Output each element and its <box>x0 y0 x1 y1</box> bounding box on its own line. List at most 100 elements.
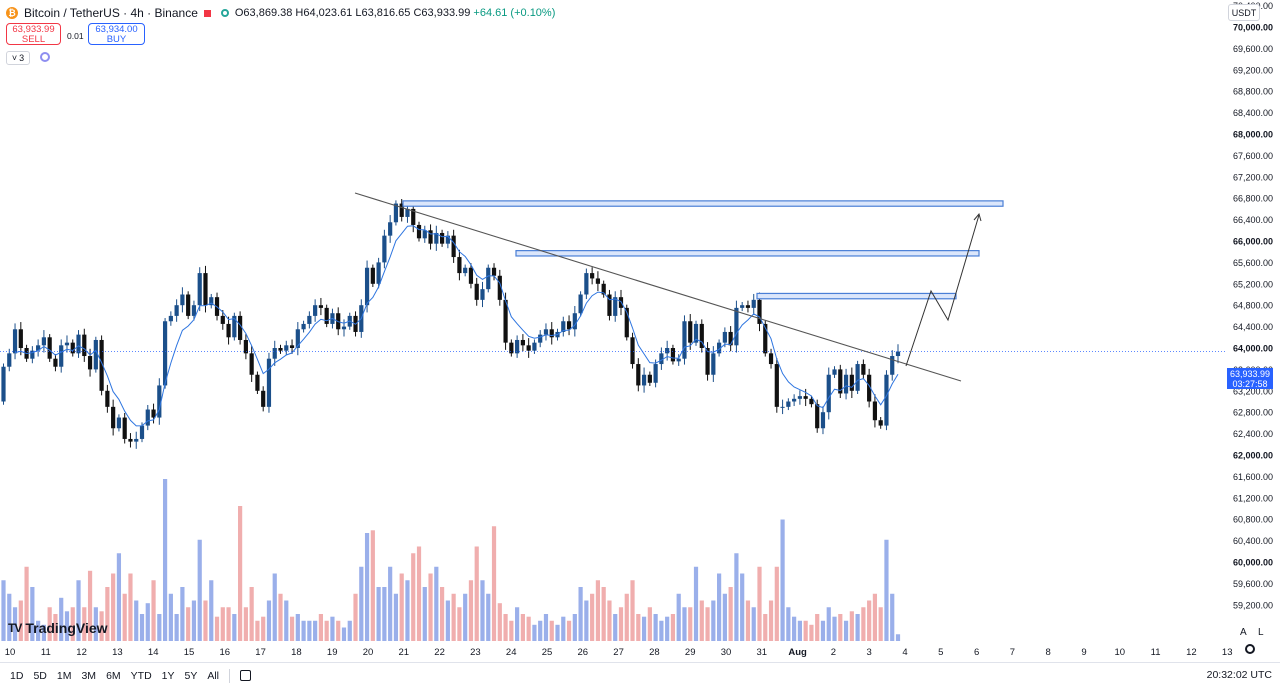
time-tick-label: 22 <box>434 647 445 658</box>
candle-body <box>151 409 156 418</box>
candle-body <box>613 297 618 316</box>
candle-body <box>451 235 456 258</box>
candle-body <box>584 273 589 295</box>
candle-body <box>872 401 878 421</box>
calendar-icon[interactable] <box>240 670 252 681</box>
volume-bar <box>618 607 624 641</box>
time-tick-label: 13 <box>112 647 123 658</box>
sell-button[interactable]: 63,933.99 SELL <box>6 23 61 45</box>
time-tick-label: Aug <box>788 647 807 658</box>
candle-body <box>168 315 173 322</box>
volume-bar <box>111 573 116 641</box>
tradingview-logo[interactable]: TV TradingView <box>8 620 108 636</box>
volume-bar <box>532 624 537 641</box>
volume-bar <box>526 616 531 641</box>
indicator-icon[interactable] <box>40 52 50 62</box>
candle-body <box>607 294 612 316</box>
tradingview-logo-text: TradingView <box>25 620 108 636</box>
volume-bar <box>826 607 831 641</box>
currency-button[interactable]: USDT <box>1228 4 1260 21</box>
candle-body <box>820 412 826 429</box>
volume-bar <box>209 580 214 641</box>
tf-all[interactable]: All <box>207 669 220 682</box>
resistance-zone <box>756 292 957 300</box>
volume-bar <box>463 593 468 641</box>
symbol-title[interactable]: Bitcoin / TetherUS · 4h · Binance <box>24 6 198 20</box>
volume-bar <box>745 600 751 641</box>
volume-bar <box>590 593 595 641</box>
volume-bar <box>740 573 745 641</box>
candle-body <box>388 222 393 236</box>
candle-body <box>382 235 387 263</box>
indicators-toggle[interactable]: ˅ 3 <box>6 51 30 65</box>
price-tick-label: 59,600.00 <box>1233 579 1273 589</box>
arrow-head-icon <box>973 212 982 222</box>
ohlc-values: O63,869.38 H64,023.61 L63,816.65 C63,933… <box>235 7 556 19</box>
tf-ytd[interactable]: YTD <box>130 669 152 682</box>
log-scale-button[interactable]: L <box>1258 627 1264 638</box>
candle-body <box>318 305 324 308</box>
volume-bar <box>820 620 826 641</box>
candle-body <box>665 348 670 354</box>
volume-bar <box>630 580 635 641</box>
volume-bar <box>93 607 98 641</box>
volume-bar <box>722 593 727 641</box>
volume-bar <box>284 600 289 641</box>
auto-scale-button[interactable]: A <box>1240 627 1247 638</box>
candle-body <box>93 339 98 370</box>
volume-bar <box>1 580 6 641</box>
tf-1m[interactable]: 1M <box>56 669 72 682</box>
volume-bar <box>301 620 306 641</box>
volume-bar <box>803 620 808 641</box>
volume-bar <box>186 607 191 641</box>
volume-bar <box>388 566 393 641</box>
volume-bar <box>578 587 583 641</box>
volume-bar <box>428 573 433 641</box>
candle-body <box>491 267 497 276</box>
volume-bar <box>41 624 46 641</box>
sell-label: SELL <box>21 34 46 45</box>
candle-body <box>867 374 872 402</box>
price-tick-label: 59,200.00 <box>1233 600 1273 610</box>
volume-bar <box>867 600 872 641</box>
candle-body <box>405 208 410 217</box>
volume-bar <box>347 620 352 641</box>
volume-bar <box>890 593 895 641</box>
tf-1y[interactable]: 1Y <box>161 669 175 682</box>
volume-bar <box>116 553 122 641</box>
volume-bar <box>307 620 312 641</box>
utc-clock[interactable]: 20:32:02 UTC <box>1206 669 1272 681</box>
price-tick-label: 68,800.00 <box>1233 87 1273 97</box>
tf-5d[interactable]: 5D <box>33 669 47 682</box>
volume-bar <box>76 580 81 641</box>
candle-body <box>209 297 214 306</box>
candle-body <box>653 364 658 383</box>
tf-5y[interactable]: 5Y <box>184 669 198 682</box>
flag-icon[interactable] <box>203 9 211 17</box>
tf-3m[interactable]: 3M <box>81 669 97 682</box>
price-tick-label: 66,800.00 <box>1233 194 1273 204</box>
market-status-icon <box>220 9 229 17</box>
volume-bar <box>843 620 849 641</box>
volume-bar <box>197 539 202 641</box>
candle-body <box>728 331 733 346</box>
price-tick-label: 64,800.00 <box>1233 301 1273 311</box>
volume-bar <box>665 616 670 641</box>
tf-6m[interactable]: 6M <box>106 669 121 682</box>
price-tick-label: 70,000.00 <box>1233 23 1273 33</box>
symbol-header: ₿ Bitcoin / TetherUS · 4h · Binance O63,… <box>6 4 555 22</box>
candle-body <box>266 358 272 407</box>
candle-body <box>543 329 549 335</box>
ohlc-text: O63,869.38 H64,023.61 L63,816.65 C63,933… <box>234 7 471 19</box>
candle-body <box>232 315 237 338</box>
gear-icon[interactable] <box>1245 644 1255 654</box>
candle-body <box>878 420 883 426</box>
price-tick-label: 62,000.00 <box>1233 451 1273 461</box>
time-tick-label: 25 <box>542 647 553 658</box>
tf-1d[interactable]: 1D <box>10 669 24 682</box>
candle-body <box>307 315 312 324</box>
volume-bar <box>676 593 681 641</box>
buy-button[interactable]: 63,934.00 BUY <box>88 23 145 45</box>
candle-body <box>849 374 854 391</box>
